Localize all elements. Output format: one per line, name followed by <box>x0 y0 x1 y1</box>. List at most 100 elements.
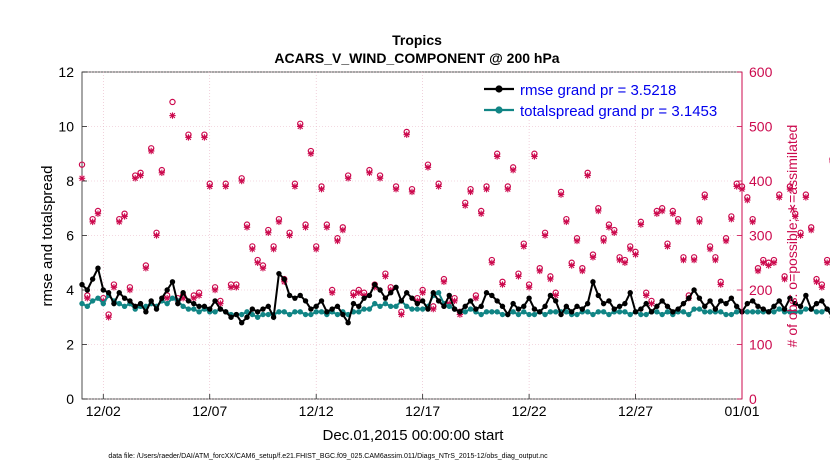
asterisk-stroke <box>95 210 101 217</box>
rmse-point <box>132 303 138 310</box>
obs-assimilated-point <box>680 256 687 264</box>
legend-spread-label: totalspread grand pr = 3.1453 <box>520 103 717 120</box>
asterisk-stroke <box>579 268 586 274</box>
obs-assimilated-point <box>749 218 756 226</box>
totalspread-point <box>659 311 665 318</box>
rmse-point <box>643 300 649 307</box>
totalspread-point <box>212 309 218 315</box>
rmse-point <box>228 314 234 320</box>
rmse-point <box>787 295 793 301</box>
asterisk-stroke <box>536 268 543 274</box>
obs-assimilated-point <box>706 245 714 253</box>
asterisk-stroke <box>249 246 256 252</box>
asterisk-stroke <box>297 123 304 130</box>
asterisk-stroke <box>467 189 474 195</box>
obs-assimilated-point <box>632 251 639 258</box>
obs-assimilated-point <box>515 273 522 280</box>
totalspread-point <box>403 303 410 310</box>
totalspread-point <box>547 309 554 315</box>
totalspread-point <box>84 303 91 310</box>
asterisk-stroke <box>238 178 245 184</box>
y-right-tick-label: 600 <box>749 64 773 80</box>
obs-assimilated-point <box>531 153 538 160</box>
obs-assimilated-point <box>435 183 442 190</box>
asterisk-stroke <box>765 262 772 269</box>
rmse-point <box>606 298 612 304</box>
obs-assimilated-point <box>573 237 581 245</box>
totalspread-point <box>723 311 729 318</box>
rmse-point <box>579 306 586 312</box>
totalspread-point <box>718 309 724 315</box>
totalspread-point <box>792 309 798 315</box>
rmse-point <box>270 314 277 320</box>
asterisk-stroke <box>153 232 160 239</box>
obs-assimilated-point <box>211 286 219 294</box>
obs-assimilated-point <box>206 183 213 190</box>
obs-assimilated-point <box>722 237 730 245</box>
obs-assimilated-point <box>733 183 740 190</box>
asterisk-stroke <box>824 259 830 266</box>
rmse-point <box>377 287 383 293</box>
asterisk-stroke <box>643 292 649 299</box>
rmse-point <box>292 295 298 301</box>
asterisk-stroke <box>340 227 346 233</box>
totalspread-point <box>600 309 607 315</box>
totalspread-point <box>100 300 106 307</box>
asterisk-stroke <box>505 186 511 192</box>
rmse-point <box>169 279 176 285</box>
rmse-point <box>749 298 756 304</box>
rmse-point <box>425 306 431 312</box>
rmse-point <box>238 320 245 326</box>
totalspread-point <box>664 309 671 315</box>
rmse-point <box>627 290 633 296</box>
asterisk-stroke <box>797 232 804 239</box>
asterisk-stroke <box>813 279 820 285</box>
obs-assimilated-point <box>286 232 293 239</box>
rmse-point <box>361 295 367 301</box>
rmse-point <box>707 298 713 304</box>
obs-assimilated-point <box>318 185 325 193</box>
rmse-point <box>265 303 271 310</box>
obs-assimilated-point <box>126 286 134 294</box>
asterisk-stroke <box>329 289 335 296</box>
obs-assimilated-point <box>142 265 150 272</box>
totalspread-point <box>419 306 426 312</box>
rmse-point <box>393 284 399 290</box>
obs-assimilated-point <box>584 172 591 179</box>
obs-assimilated-point <box>243 224 251 231</box>
obs-assimilated-point <box>259 265 267 272</box>
rmse-point <box>388 290 394 296</box>
asterisk-stroke <box>185 134 192 141</box>
rmse-point <box>478 303 484 310</box>
totalspread-point <box>680 309 687 315</box>
totalspread-point <box>563 309 570 315</box>
obs-assimilated-point <box>669 210 677 217</box>
legend-rmse-label: rmse grand pr = 3.5218 <box>520 82 676 99</box>
obs-assimilated-point <box>557 191 565 198</box>
rmse-point <box>584 300 591 307</box>
rmse-point <box>451 306 458 312</box>
totalspread-point <box>446 303 452 310</box>
asterisk-stroke <box>632 251 639 258</box>
totalspread-point <box>771 309 777 315</box>
totalspread-point <box>276 309 282 315</box>
obs-assimilated-point <box>323 224 331 231</box>
asterisk-stroke <box>254 259 261 266</box>
obs-assimilated-point <box>424 164 432 171</box>
totalspread-point <box>553 309 559 315</box>
rmse-point <box>531 306 538 312</box>
obs-assimilated-point <box>403 131 410 138</box>
totalspread-point <box>79 300 85 307</box>
y-tick-label: 12 <box>58 64 74 80</box>
totalspread-point <box>776 306 782 312</box>
totalspread-point <box>510 309 516 315</box>
rmse-point <box>254 309 261 315</box>
obs-assimilated-point <box>802 194 810 201</box>
rmse-point <box>79 281 85 288</box>
asterisk-stroke <box>819 284 825 291</box>
asterisk-stroke <box>803 194 809 201</box>
obs-assimilated-point <box>499 281 506 288</box>
asterisk-stroke <box>148 148 154 154</box>
legend-rmse-marker <box>495 85 503 93</box>
rmse-point <box>127 298 133 304</box>
